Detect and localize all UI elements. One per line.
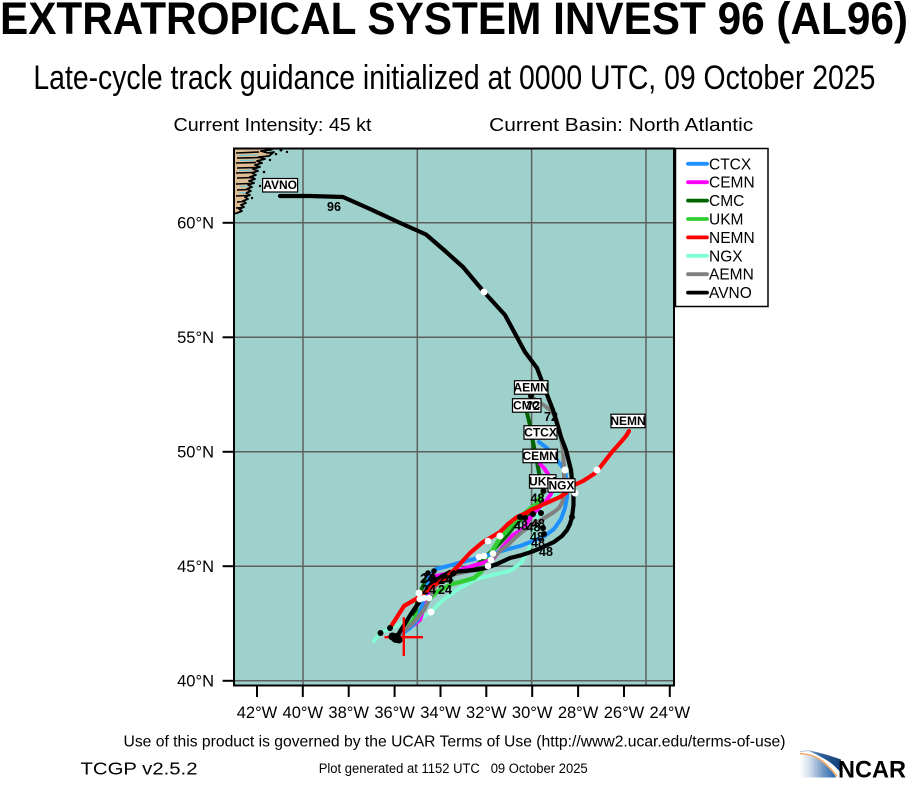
svg-text:48: 48 [531, 492, 545, 506]
svg-text:CTCX: CTCX [524, 425, 557, 439]
svg-text:72: 72 [544, 410, 558, 424]
svg-text:CTCX: CTCX [709, 156, 752, 173]
svg-text:AEMN: AEMN [514, 380, 549, 394]
svg-text:36°W: 36°W [374, 704, 415, 722]
svg-text:AEMN: AEMN [709, 267, 754, 284]
svg-text:AVNO: AVNO [709, 285, 752, 302]
svg-text:48: 48 [514, 519, 528, 533]
svg-text:NCAR: NCAR [838, 757, 906, 781]
svg-text:CMC: CMC [513, 398, 541, 412]
svg-text:CEMN: CEMN [709, 175, 755, 192]
svg-text:NEMN: NEMN [709, 230, 755, 247]
svg-text:96: 96 [327, 200, 341, 214]
svg-text:45°N: 45°N [177, 558, 214, 576]
svg-text:48: 48 [539, 545, 553, 559]
svg-text:48: 48 [530, 530, 544, 544]
svg-text:CEMN: CEMN [523, 449, 558, 463]
svg-text:TCGP v2.5.2: TCGP v2.5.2 [81, 759, 198, 779]
svg-text:24: 24 [422, 571, 436, 585]
svg-text:AVNO: AVNO [263, 178, 297, 192]
svg-text:NGX: NGX [709, 248, 743, 265]
svg-text:34°W: 34°W [420, 704, 461, 722]
svg-text:CMC: CMC [709, 193, 744, 210]
svg-text:40°W: 40°W [283, 704, 324, 722]
svg-text:Current Intensity: 45 kt: Current Intensity: 45 kt [174, 115, 372, 135]
svg-text:30°W: 30°W [512, 704, 553, 722]
svg-text:NEMN: NEMN [610, 414, 645, 428]
svg-text:24: 24 [438, 573, 452, 587]
svg-text:Late-cycle track guidance init: Late-cycle track guidance initialized at… [33, 59, 875, 97]
svg-text:38°W: 38°W [328, 704, 369, 722]
svg-text:24: 24 [440, 572, 454, 586]
svg-text:72: 72 [526, 399, 540, 413]
svg-text:UKM: UKM [709, 212, 743, 229]
svg-text:50°N: 50°N [177, 444, 214, 462]
svg-text:26°W: 26°W [604, 704, 645, 722]
svg-text:Current Basin: North Atlantic: Current Basin: North Atlantic [489, 115, 753, 135]
svg-text:24°W: 24°W [650, 704, 691, 722]
svg-text:40°N: 40°N [177, 673, 214, 691]
svg-text:EXTRATROPICAL SYSTEM INVEST 96: EXTRATROPICAL SYSTEM INVEST 96 (AL96) [0, 0, 908, 44]
svg-text:24: 24 [438, 583, 452, 597]
svg-text:60°N: 60°N [177, 215, 214, 233]
svg-text:24: 24 [422, 583, 436, 597]
svg-text:Plot generated at 1152 UTC 0: Plot generated at 1152 UTC 09 October 20… [319, 761, 588, 776]
svg-text:NGX: NGX [548, 478, 574, 492]
svg-text:28°W: 28°W [558, 704, 599, 722]
svg-text:Use of this product is governe: Use of this product is governed by the U… [124, 734, 786, 751]
svg-text:42°W: 42°W [237, 704, 278, 722]
svg-text:24: 24 [420, 572, 434, 586]
svg-text:48: 48 [531, 536, 545, 550]
svg-text:55°N: 55°N [177, 329, 214, 347]
svg-text:48: 48 [531, 517, 545, 531]
svg-text:48: 48 [527, 521, 541, 535]
svg-text:32°W: 32°W [466, 704, 507, 722]
